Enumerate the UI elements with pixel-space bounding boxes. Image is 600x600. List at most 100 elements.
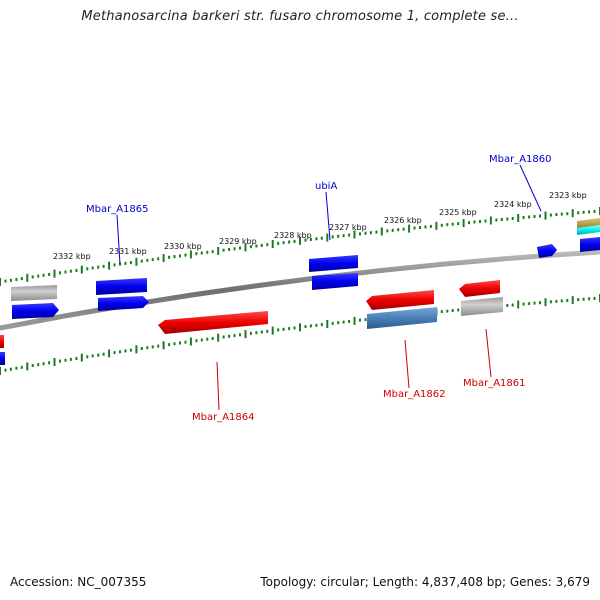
accession-text: Accession: NC_007355 [10,575,147,589]
major-tick [571,209,574,218]
minor-tick [555,213,558,217]
minor-tick [179,254,181,258]
label-mbar-a1861[interactable]: Mbar_A1861 [463,378,526,389]
tick-labels: 2332 kbp 2331 kbp 2330 kbp 2329 kbp 2328… [53,191,587,261]
feature-blue-right[interactable] [580,237,600,252]
gene-ubia[interactable] [309,255,358,272]
minor-tick [293,239,296,243]
minor-tick [228,248,231,251]
minor-tick [440,223,443,227]
minor-tick [419,226,421,229]
minor-tick [168,343,171,347]
minor-tick [42,362,45,366]
minor-tick [15,278,18,281]
major-tick [517,214,520,222]
feature-gray-right[interactable] [461,297,503,316]
map-title: Methanosarcina barkeri str. fusaro chrom… [81,9,519,24]
minor-tick [331,321,334,325]
label-mbar-a1862[interactable]: Mbar_A1862 [383,389,446,400]
gene-mbar-a1860[interactable] [537,244,557,258]
minor-tick [506,304,509,307]
feature-blue-left[interactable] [12,303,59,319]
tick-row-forward [0,207,600,286]
minor-tick [15,366,18,370]
major-tick [108,261,111,270]
major-tick [271,326,274,335]
minor-tick [113,263,116,267]
minor-tick [293,326,296,330]
minor-tick [129,261,132,265]
major-tick [0,278,1,286]
tick-label-2327: 2327 kbp [329,223,367,232]
major-tick [217,246,220,255]
minor-tick [375,230,378,234]
minor-tick [31,275,34,279]
major-tick [380,227,383,236]
leader-mbar-a1862 [404,339,410,389]
feature-blue-2[interactable] [98,296,149,311]
label-mbar-a1860[interactable]: Mbar_A1860 [489,154,552,165]
feature-blue-ubia-lower[interactable] [312,273,358,290]
gene-mbar-a1862[interactable] [366,290,434,310]
minor-tick [304,238,307,242]
feature-gray-left[interactable] [11,285,57,301]
label-mbar-a1864[interactable]: Mbar_A1864 [192,412,255,423]
minor-tick [522,216,525,219]
minor-tick [146,258,149,262]
minor-tick [320,236,323,240]
minor-tick [533,215,536,218]
gene-mbar-a1864[interactable] [158,311,268,334]
minor-tick [539,301,541,305]
minor-tick [260,243,263,247]
major-tick [326,320,329,328]
gene-mbar-a1865[interactable] [96,278,147,295]
feature-blue-edge[interactable] [0,352,5,365]
minor-tick [179,341,181,345]
minor-tick [206,337,209,341]
tick-label-2332: 2332 kbp [53,252,91,261]
major-tick [326,233,329,242]
leader-ubia [325,191,331,241]
minor-tick [64,270,67,274]
minor-tick [593,296,596,300]
minor-tick [446,309,449,313]
major-tick [26,362,29,371]
minor-tick [211,337,214,340]
minor-tick [59,359,61,363]
minor-tick [266,329,269,333]
leader-mbar-a1860 [519,164,542,212]
minor-tick [566,212,569,216]
minor-tick [146,346,149,350]
major-tick [217,333,220,342]
major-tick [53,269,56,278]
minor-tick [151,258,154,262]
minor-tick [582,297,585,301]
minor-tick [522,302,525,306]
minor-tick [113,351,116,355]
major-tick [189,250,192,259]
minor-tick [184,253,187,257]
minor-tick [320,323,323,327]
minor-tick [102,264,105,268]
minor-tick [549,213,552,217]
feature-cyan-right[interactable] [577,225,600,235]
minor-tick [119,350,121,354]
minor-tick [413,226,416,230]
minor-tick [206,250,209,254]
major-tick [80,353,83,362]
feature-steel-blue[interactable] [367,307,437,329]
label-ubia[interactable]: ubiA [315,181,337,192]
minor-tick [566,299,569,302]
label-mbar-a1865[interactable]: Mbar_A1865 [86,204,149,215]
feature-red-edge[interactable] [0,335,4,348]
leader-mbar-a1864 [216,361,220,411]
minor-tick [42,273,45,277]
gene-mbar-a1861[interactable] [459,280,500,297]
minor-tick [75,357,78,360]
major-tick [244,330,247,339]
major-tick [353,316,356,325]
minor-tick [255,244,258,248]
major-tick [544,298,547,307]
major-tick [135,345,138,354]
